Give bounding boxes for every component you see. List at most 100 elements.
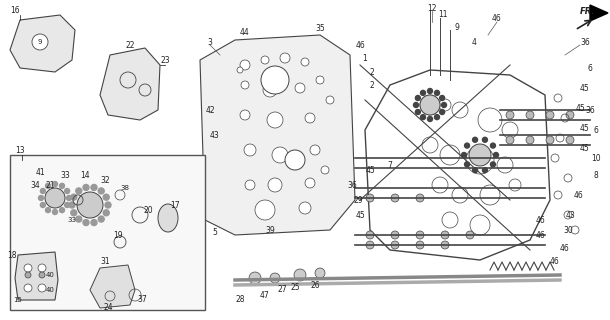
Text: 3: 3: [207, 37, 212, 46]
Circle shape: [294, 269, 306, 281]
Bar: [10, 155, 205, 310]
Text: 45: 45: [580, 143, 590, 153]
Circle shape: [428, 116, 432, 122]
Circle shape: [483, 137, 487, 142]
Circle shape: [465, 162, 470, 167]
Text: 11: 11: [438, 10, 448, 19]
Text: 45: 45: [355, 211, 365, 220]
Circle shape: [60, 183, 65, 188]
Text: 9: 9: [38, 39, 42, 45]
Circle shape: [46, 183, 51, 188]
Circle shape: [249, 272, 261, 284]
Text: 46: 46: [492, 13, 502, 22]
Circle shape: [98, 188, 104, 194]
Circle shape: [240, 110, 250, 120]
Circle shape: [301, 58, 309, 66]
Text: 39: 39: [265, 226, 275, 235]
Polygon shape: [10, 15, 75, 72]
Circle shape: [52, 181, 57, 187]
Circle shape: [38, 196, 43, 201]
Text: 34: 34: [30, 180, 40, 189]
Text: 46: 46: [573, 190, 583, 199]
Circle shape: [442, 102, 447, 108]
Circle shape: [40, 188, 45, 194]
Text: 45: 45: [580, 84, 590, 92]
Circle shape: [270, 273, 280, 283]
Circle shape: [416, 194, 424, 202]
Text: 47: 47: [260, 291, 270, 300]
Circle shape: [315, 268, 325, 278]
Text: 29: 29: [353, 196, 363, 204]
Text: 33: 33: [68, 217, 76, 223]
Text: 42: 42: [205, 106, 215, 115]
Text: 20: 20: [143, 205, 153, 214]
Circle shape: [305, 178, 315, 188]
Text: 46: 46: [560, 244, 570, 252]
Circle shape: [38, 284, 46, 292]
Circle shape: [415, 109, 420, 115]
Text: 2: 2: [370, 81, 375, 90]
Text: 4: 4: [472, 37, 476, 46]
Circle shape: [77, 192, 103, 218]
Circle shape: [305, 113, 315, 123]
Text: 14: 14: [80, 171, 90, 180]
Text: 36: 36: [585, 106, 595, 115]
Text: 26: 26: [310, 281, 320, 290]
Circle shape: [66, 196, 71, 201]
Circle shape: [321, 166, 329, 174]
Circle shape: [105, 202, 111, 208]
Text: 1: 1: [362, 53, 367, 62]
Text: 27: 27: [277, 285, 287, 294]
Circle shape: [420, 95, 440, 115]
Text: 22: 22: [125, 41, 135, 50]
Text: 19: 19: [113, 230, 123, 239]
Circle shape: [566, 111, 574, 119]
Polygon shape: [590, 5, 608, 21]
Text: 25: 25: [290, 284, 300, 292]
Circle shape: [441, 231, 449, 239]
Circle shape: [440, 109, 445, 115]
Text: FR.: FR.: [580, 7, 595, 16]
Circle shape: [280, 53, 290, 63]
Circle shape: [263, 83, 277, 97]
Circle shape: [71, 210, 77, 216]
Circle shape: [24, 284, 32, 292]
Text: 36: 36: [580, 37, 590, 46]
Circle shape: [420, 90, 426, 95]
Circle shape: [39, 272, 45, 278]
Circle shape: [546, 136, 554, 144]
Circle shape: [240, 60, 250, 70]
Circle shape: [285, 150, 305, 170]
Text: 40: 40: [46, 272, 54, 278]
Circle shape: [91, 220, 97, 226]
Circle shape: [83, 184, 89, 190]
Circle shape: [566, 136, 574, 144]
Text: 36: 36: [347, 180, 357, 189]
Circle shape: [434, 90, 439, 95]
Circle shape: [526, 111, 534, 119]
Circle shape: [473, 137, 478, 142]
Text: 35: 35: [315, 23, 325, 33]
Text: 43: 43: [210, 131, 220, 140]
Polygon shape: [15, 252, 58, 300]
Circle shape: [316, 76, 324, 84]
Circle shape: [420, 115, 426, 120]
Circle shape: [69, 202, 75, 208]
Text: 45: 45: [580, 124, 590, 132]
Circle shape: [366, 194, 374, 202]
Circle shape: [415, 95, 420, 100]
Text: 15: 15: [13, 297, 23, 303]
Circle shape: [428, 89, 432, 93]
Circle shape: [261, 66, 289, 94]
Circle shape: [244, 144, 256, 156]
Circle shape: [310, 145, 320, 155]
Text: 21: 21: [45, 180, 55, 189]
Circle shape: [416, 231, 424, 239]
Text: 28: 28: [235, 295, 245, 305]
Circle shape: [465, 143, 470, 148]
Circle shape: [546, 111, 554, 119]
Circle shape: [245, 180, 255, 190]
Polygon shape: [90, 265, 135, 308]
Circle shape: [255, 200, 275, 220]
Text: 10: 10: [591, 154, 601, 163]
